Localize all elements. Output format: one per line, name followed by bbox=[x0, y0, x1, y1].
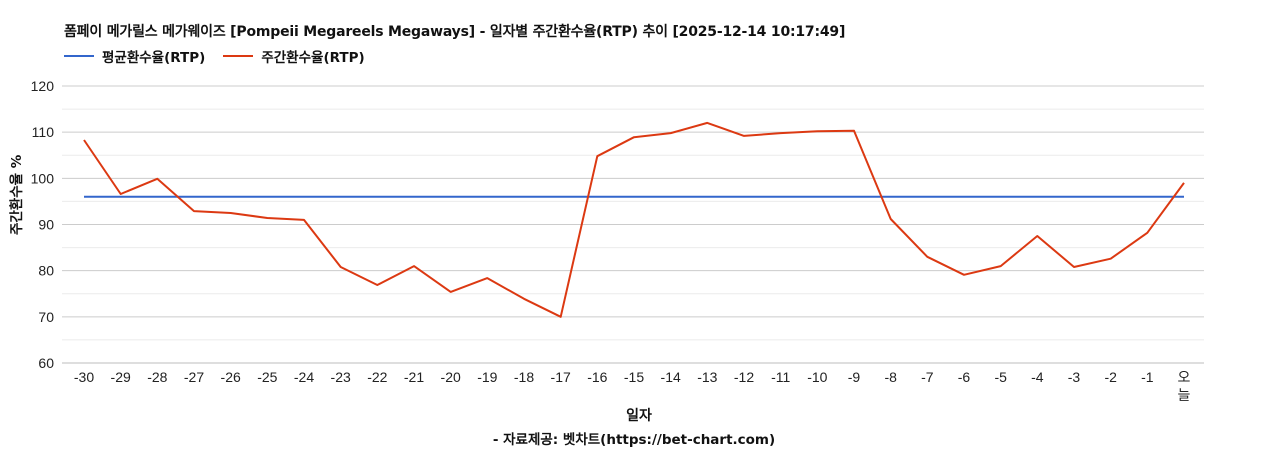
legend-label: 평균환수율(RTP) bbox=[102, 50, 206, 66]
x-tick-label: -19 bbox=[477, 369, 497, 385]
x-tick-label: -24 bbox=[294, 369, 314, 385]
legend-label: 주간환수율(RTP) bbox=[261, 50, 365, 66]
y-tick-label: 110 bbox=[32, 124, 55, 140]
x-tick-label: -18 bbox=[514, 369, 534, 385]
x-tick-label: -28 bbox=[147, 369, 167, 385]
x-axis-label: 일자 bbox=[626, 408, 652, 424]
y-tick-label: 60 bbox=[38, 355, 54, 371]
y-axis-label: 주간환수율 % bbox=[5, 155, 25, 235]
y-axis-label-text: 주간환수율 % bbox=[9, 154, 25, 235]
x-tick-label: 늘 bbox=[1178, 388, 1191, 404]
x-tick-label: -27 bbox=[184, 369, 204, 385]
x-tick-label: -4 bbox=[1031, 369, 1044, 385]
x-tick-label: -1 bbox=[1141, 369, 1154, 385]
x-tick-label: -14 bbox=[661, 369, 681, 385]
y-tick-label: 70 bbox=[38, 309, 54, 325]
x-tick-label: 오 bbox=[1178, 370, 1191, 386]
legend-item-average-rtp[interactable]: 평균환수율(RTP) bbox=[64, 46, 205, 66]
x-tick-label: -13 bbox=[697, 369, 717, 385]
x-tick-label: -5 bbox=[994, 369, 1007, 385]
chart-legend: 평균환수율(RTP) 주간환수율(RTP) bbox=[64, 46, 383, 66]
x-tick-label: -6 bbox=[958, 369, 971, 385]
y-tick-label: 90 bbox=[38, 217, 54, 233]
legend-swatch-red bbox=[223, 55, 254, 57]
chart-title: 폼페이 메가릴스 메가웨이즈 [Pompeii Megareels Megawa… bbox=[64, 24, 846, 40]
x-tick-label: -16 bbox=[587, 369, 607, 385]
x-tick-label: -25 bbox=[257, 369, 277, 385]
x-tick-label: -20 bbox=[441, 369, 461, 385]
legend-item-weekly-rtp[interactable]: 주간환수율(RTP) bbox=[223, 46, 365, 66]
x-tick-label: -8 bbox=[884, 369, 897, 385]
x-tick-label: -7 bbox=[921, 369, 934, 385]
legend-swatch-blue bbox=[64, 55, 94, 57]
x-tick-label: -30 bbox=[74, 369, 94, 385]
data-source-credit: - 자료제공: 벳차트(https://bet-chart.com) bbox=[492, 432, 776, 448]
x-tick-label: -10 bbox=[807, 369, 827, 385]
x-tick-label: -11 bbox=[771, 369, 790, 385]
y-tick-label: 120 bbox=[31, 78, 55, 94]
x-tick-label: -26 bbox=[221, 369, 241, 385]
y-tick-label: 100 bbox=[31, 170, 55, 186]
x-tick-label: -2 bbox=[1104, 369, 1117, 385]
x-tick-label: -15 bbox=[624, 369, 644, 385]
x-tick-label: -22 bbox=[367, 369, 387, 385]
weekly-rtp-line[interactable] bbox=[83, 121, 1185, 318]
x-tick-label: -12 bbox=[734, 369, 754, 385]
x-tick-label: -9 bbox=[848, 369, 861, 385]
y-tick-label: 80 bbox=[38, 263, 54, 279]
x-tick-label: -23 bbox=[331, 369, 351, 385]
x-tick-label: -29 bbox=[111, 369, 131, 385]
x-tick-label: -3 bbox=[1068, 369, 1081, 385]
x-tick-label: -17 bbox=[551, 369, 571, 385]
x-tick-label: -21 bbox=[404, 369, 424, 385]
